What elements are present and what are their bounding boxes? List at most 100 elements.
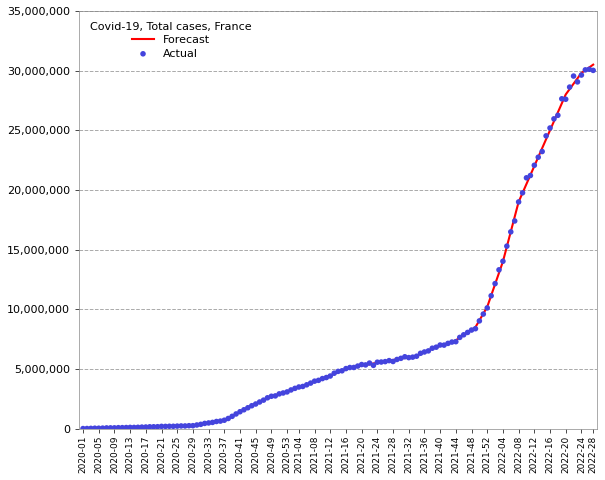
- Actual: [227, 412, 237, 420]
- Actual: [243, 404, 253, 411]
- Actual: [474, 317, 484, 325]
- Forecast: [79, 426, 87, 432]
- Actual: [396, 355, 406, 362]
- Actual: [137, 423, 147, 431]
- Actual: [373, 359, 382, 366]
- Forecast: [476, 318, 483, 324]
- Actual: [526, 172, 535, 180]
- Actual: [133, 423, 143, 431]
- Line: Forecast: Forecast: [83, 65, 593, 429]
- Actual: [341, 365, 351, 372]
- Actual: [482, 304, 492, 312]
- Actual: [471, 325, 480, 333]
- Actual: [498, 257, 508, 265]
- Actual: [541, 132, 551, 140]
- Actual: [388, 358, 398, 365]
- Actual: [204, 419, 214, 427]
- Actual: [518, 189, 528, 197]
- Actual: [584, 65, 594, 73]
- Actual: [318, 375, 327, 383]
- Actual: [431, 343, 441, 351]
- Actual: [184, 422, 194, 430]
- Actual: [283, 388, 292, 396]
- Actual: [270, 392, 280, 400]
- Actual: [357, 360, 367, 368]
- Actual: [117, 424, 127, 432]
- Actual: [235, 408, 245, 416]
- Actual: [263, 394, 272, 402]
- Actual: [160, 422, 170, 430]
- Actual: [392, 356, 402, 363]
- Actual: [428, 344, 437, 352]
- Actual: [345, 364, 355, 372]
- Actual: [172, 422, 182, 430]
- Actual: [86, 424, 96, 432]
- Actual: [447, 338, 457, 346]
- Actual: [404, 354, 414, 361]
- Actual: [588, 67, 598, 74]
- Actual: [557, 95, 567, 103]
- Actual: [290, 384, 299, 392]
- Actual: [349, 364, 359, 372]
- Actual: [98, 424, 108, 432]
- Actual: [463, 329, 473, 336]
- Actual: [157, 422, 166, 430]
- Actual: [90, 424, 100, 432]
- Actual: [298, 383, 307, 390]
- Actual: [424, 347, 433, 355]
- Actual: [294, 383, 304, 391]
- Actual: [176, 422, 186, 430]
- Actual: [286, 386, 296, 394]
- Actual: [302, 381, 312, 389]
- Actual: [122, 424, 131, 432]
- Actual: [259, 396, 269, 404]
- Actual: [180, 422, 190, 430]
- Actual: [580, 66, 590, 74]
- Actual: [494, 266, 504, 274]
- Actual: [479, 310, 488, 318]
- Actual: [381, 358, 390, 365]
- Actual: [490, 280, 500, 288]
- Actual: [573, 78, 583, 86]
- Actual: [565, 83, 575, 91]
- Forecast: [589, 62, 597, 68]
- Actual: [459, 331, 468, 338]
- Actual: [129, 423, 139, 431]
- Actual: [577, 71, 586, 79]
- Legend: Forecast, Actual: Forecast, Actual: [85, 16, 257, 64]
- Actual: [561, 96, 571, 103]
- Actual: [223, 415, 233, 422]
- Actual: [337, 367, 347, 374]
- Actual: [200, 420, 209, 427]
- Actual: [188, 422, 198, 430]
- Actual: [553, 111, 563, 119]
- Actual: [329, 370, 339, 377]
- Actual: [416, 349, 425, 357]
- Actual: [247, 402, 257, 409]
- Actual: [420, 348, 430, 356]
- Actual: [361, 361, 370, 369]
- Actual: [549, 115, 559, 123]
- Actual: [529, 161, 539, 169]
- Actual: [94, 424, 103, 432]
- Actual: [325, 372, 335, 380]
- Actual: [534, 154, 543, 161]
- Actual: [267, 393, 276, 400]
- Actual: [412, 352, 422, 360]
- Forecast: [370, 360, 377, 366]
- Actual: [514, 198, 523, 206]
- Actual: [408, 353, 417, 361]
- Actual: [368, 361, 378, 369]
- Actual: [141, 423, 151, 431]
- Actual: [165, 422, 174, 430]
- Actual: [275, 390, 284, 398]
- Actual: [443, 339, 453, 347]
- Actual: [522, 174, 531, 181]
- Actual: [110, 424, 119, 432]
- Actual: [196, 420, 206, 428]
- Actual: [439, 341, 449, 349]
- Actual: [569, 72, 578, 80]
- Actual: [78, 425, 88, 432]
- Actual: [376, 358, 386, 366]
- Actual: [192, 421, 201, 429]
